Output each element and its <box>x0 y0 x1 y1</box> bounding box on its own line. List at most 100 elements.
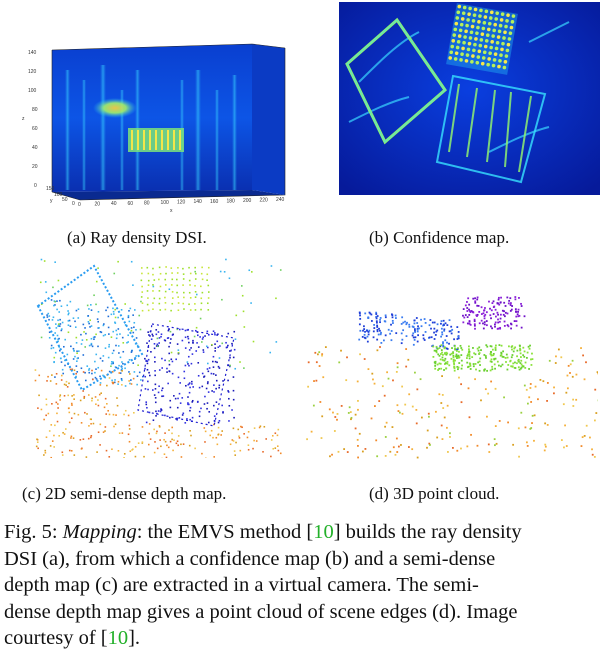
depth-point <box>210 372 213 375</box>
depth-point <box>80 343 83 345</box>
depth-point <box>57 323 60 325</box>
depth-point <box>95 353 98 356</box>
depth-point <box>132 284 134 286</box>
depth-point <box>154 388 157 390</box>
cloud-point <box>496 360 499 363</box>
depth-point <box>108 370 111 373</box>
cloud-point <box>460 354 463 356</box>
depth-point <box>182 267 184 270</box>
depth-point <box>277 428 280 431</box>
depth-point <box>154 361 156 363</box>
depth-point <box>169 399 172 402</box>
depth-point <box>207 291 210 293</box>
depth-point <box>184 329 187 332</box>
cloud-point <box>455 355 458 357</box>
depth-point <box>165 456 168 458</box>
depth-point <box>43 454 45 456</box>
cloud-point <box>562 403 565 406</box>
cloud-point <box>375 316 378 318</box>
cloud-point <box>473 318 476 321</box>
depth-point <box>207 362 209 365</box>
cloud-point <box>376 349 379 352</box>
depth-point <box>138 314 141 317</box>
cloud-point <box>435 330 438 333</box>
cloud-point <box>563 446 565 449</box>
cloud-point <box>511 345 514 347</box>
depth-point <box>206 346 209 349</box>
z-tick: 140 <box>28 50 37 56</box>
cloud-point <box>500 354 503 357</box>
depth-point <box>61 368 64 371</box>
cloud-point <box>319 401 322 403</box>
citation-link[interactable]: 10 <box>313 521 334 543</box>
z-tick: 60 <box>32 126 38 132</box>
confidence-dot <box>495 11 500 16</box>
cloud-point <box>484 307 486 309</box>
cloud-point <box>494 387 497 390</box>
cloud-point <box>366 335 369 338</box>
depth-point <box>158 302 161 305</box>
cloud-point <box>523 384 526 387</box>
cloud-point <box>437 353 440 356</box>
depth-point <box>88 371 91 374</box>
depth-point <box>121 336 124 339</box>
depth-point <box>80 422 83 424</box>
depth-point <box>206 382 209 385</box>
cloud-point <box>441 356 444 359</box>
cloud-point <box>512 350 515 353</box>
depth-point <box>147 388 149 391</box>
cloud-point <box>503 310 505 313</box>
cloud-point <box>527 345 530 348</box>
cloud-point <box>569 363 572 366</box>
depth-point <box>70 402 73 405</box>
depth-point <box>107 326 110 329</box>
cloud-point <box>449 330 452 332</box>
depth-point <box>132 314 134 316</box>
depth-point <box>126 341 128 344</box>
cloud-point <box>453 366 456 368</box>
cloud-point <box>489 314 492 317</box>
depth-point <box>133 411 135 414</box>
cloud-point <box>411 334 414 337</box>
cloud-point <box>356 380 359 383</box>
depth-point <box>181 414 184 416</box>
depth-point <box>214 347 217 349</box>
cloud-point <box>416 330 419 333</box>
cloud-point <box>472 297 475 300</box>
cloud-point <box>384 436 387 438</box>
cloud-point <box>497 298 500 301</box>
depth-point <box>127 314 130 317</box>
cloud-point <box>413 319 416 322</box>
depth-point <box>183 377 186 380</box>
depth-point <box>61 451 64 454</box>
depth-point <box>105 309 107 312</box>
confidence-dot <box>476 55 481 59</box>
depth-point <box>58 337 60 340</box>
citation-link[interactable]: 10 <box>107 627 129 649</box>
cloud-point <box>368 329 371 332</box>
cloud-point <box>450 332 453 335</box>
depth-point <box>72 317 75 319</box>
cloud-point <box>376 328 379 331</box>
depth-point <box>200 308 202 311</box>
depth-point <box>68 319 71 322</box>
depth-point <box>112 361 115 363</box>
cloud-point <box>440 353 442 355</box>
depth-point <box>90 418 92 421</box>
depth-point <box>154 374 156 377</box>
cloud-point <box>343 448 346 450</box>
depth-point <box>212 373 215 375</box>
cloud-point <box>522 365 525 368</box>
cloud-point <box>473 320 476 323</box>
depth-point <box>169 406 172 409</box>
confidence-dot <box>499 53 503 57</box>
figure-caption: Fig. 5: Mapping: the EMVS method [10] bu… <box>4 519 601 652</box>
cloud-point <box>512 443 515 446</box>
cloud-point <box>506 368 509 371</box>
depth-point <box>95 378 98 380</box>
cloud-point <box>490 317 492 320</box>
depth-point <box>50 347 53 350</box>
depth-point <box>184 336 187 339</box>
depth-point <box>96 318 99 320</box>
depth-point <box>131 350 133 352</box>
